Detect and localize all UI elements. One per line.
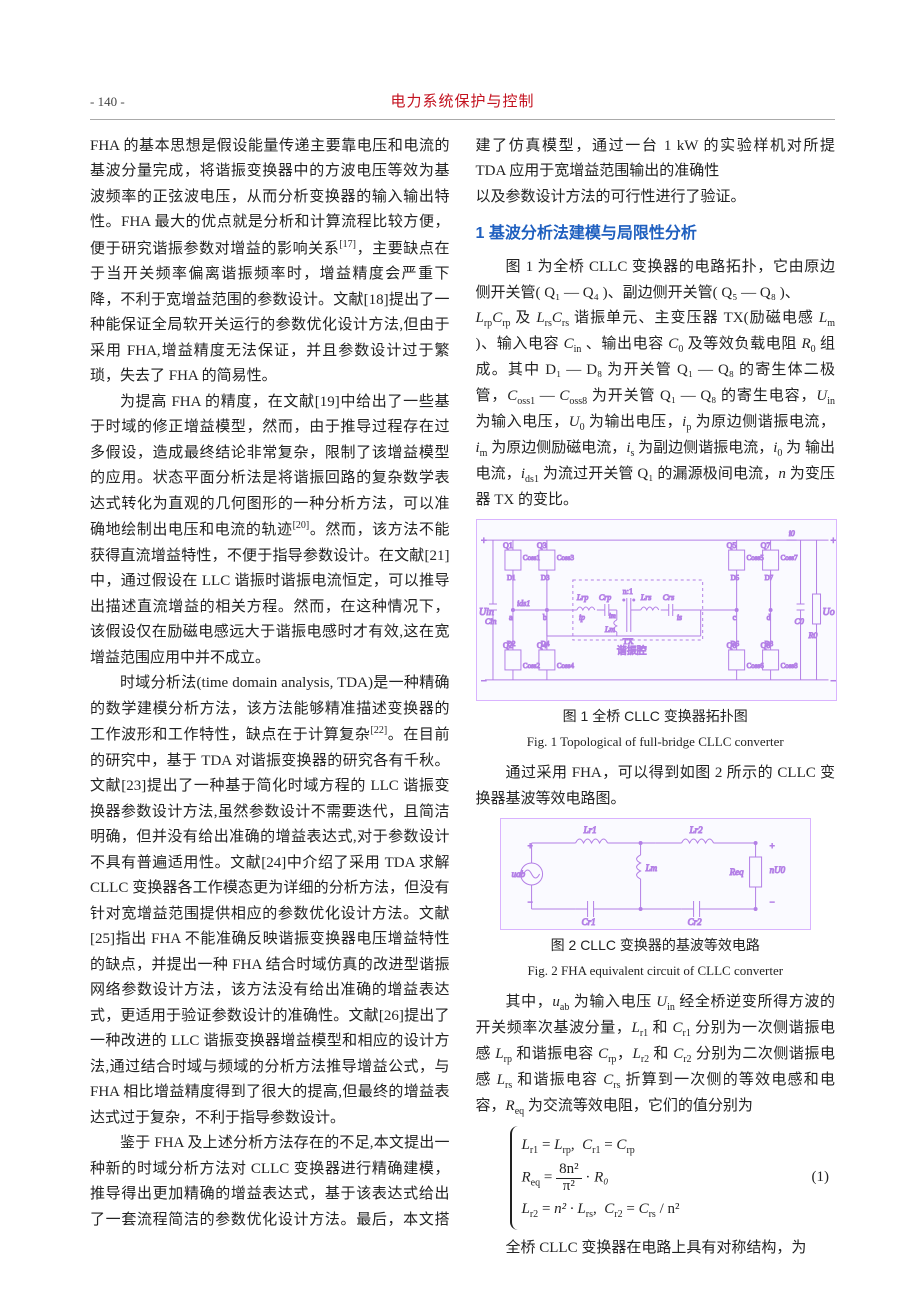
section-heading-1: 1 基波分析法建模与局限性分析 xyxy=(476,220,836,247)
svg-text:+: + xyxy=(830,536,836,547)
equation-1: Lr1 = Lrp, Cr1 = Crp Req = 8n²π² · R₀ Lr… xyxy=(510,1126,836,1231)
svg-text:TX: TX xyxy=(622,637,633,646)
svg-text:Q1: Q1 xyxy=(502,541,512,550)
svg-text:Cin: Cin xyxy=(484,617,496,626)
svg-text:Cr1: Cr1 xyxy=(581,917,595,927)
svg-text:+: + xyxy=(480,536,486,547)
svg-text:D7: D7 xyxy=(764,574,773,582)
figure-2-diagram: uab + − Lr1 Lm Lr2 xyxy=(500,818,811,930)
svg-text:Q7: Q7 xyxy=(760,541,770,550)
paragraph-2: 为提高 FHA 的精度，在文献[19]中给出了一些基于时域的修正增益模型，然而，… xyxy=(90,390,450,672)
svg-text:R0: R0 xyxy=(807,631,817,640)
svg-text:−: − xyxy=(769,897,774,907)
fig2-caption-en: Fig. 2 FHA equivalent circuit of CLLC co… xyxy=(476,960,836,982)
svg-text:D6: D6 xyxy=(730,640,739,648)
svg-text:nU0: nU0 xyxy=(769,865,785,875)
fig2-caption-cn: 图 2 CLLC 变换器的基波等效电路 xyxy=(476,934,836,958)
svg-text:Lm: Lm xyxy=(603,625,614,634)
svg-text:b: b xyxy=(542,613,546,622)
svg-text:Lr1: Lr1 xyxy=(582,825,596,835)
svg-text:d: d xyxy=(766,613,770,622)
svg-text:Coss7: Coss7 xyxy=(780,554,798,562)
svg-text:n:1: n:1 xyxy=(622,587,632,596)
svg-text:−: − xyxy=(830,676,836,687)
svg-text:Lrs: Lrs xyxy=(639,593,651,602)
svg-text:Coss4: Coss4 xyxy=(556,662,574,670)
fig1-caption-en: Fig. 1 Topological of full-bridge CLLC c… xyxy=(476,731,836,753)
journal-title: 电力系统保护与控制 xyxy=(170,90,755,116)
svg-text:i0: i0 xyxy=(788,529,794,538)
svg-text:ip: ip xyxy=(578,613,584,622)
figure-1-diagram: + − + − Uin Q1 Q2 Q3 Q4 xyxy=(476,519,838,701)
paragraph-6: 通过采用 FHA，可以得到如图 2 所示的 CLLC 变换器基波等效电路图。 xyxy=(476,761,836,812)
svg-text:Coss1: Coss1 xyxy=(522,554,540,562)
svg-text:Req: Req xyxy=(728,867,743,877)
svg-text:Lr2: Lr2 xyxy=(688,825,703,835)
figure-1: + − + − Uin Q1 Q2 Q3 Q4 xyxy=(476,519,836,753)
svg-text:D3: D3 xyxy=(540,574,549,582)
svg-text:Coss8: Coss8 xyxy=(780,662,798,670)
svg-text:C0: C0 xyxy=(794,617,803,626)
svg-text:D8: D8 xyxy=(764,640,773,648)
figure-2: uab + − Lr1 Lm Lr2 xyxy=(476,818,836,982)
paragraph-7: 其中，uab 为输入电压 Uin 经全桥逆变所得方波的开关频率次基波分量，Lr1… xyxy=(476,990,836,1120)
svg-text:Coss5: Coss5 xyxy=(746,554,764,562)
svg-text:Lm: Lm xyxy=(644,863,657,873)
svg-text:Cr2: Cr2 xyxy=(687,917,702,927)
svg-text:is: is xyxy=(676,613,681,622)
svg-text:Coss2: Coss2 xyxy=(522,662,540,670)
svg-text:D4: D4 xyxy=(540,640,549,648)
body-columns: FHA 的基本思想是假设能量传递主要靠电压和电流的基波分量完成，将谐振变换器中的… xyxy=(90,134,835,1262)
fig1-caption-cn: 图 1 全桥 CLLC 变换器拓扑图 xyxy=(476,705,836,729)
svg-text:ids1: ids1 xyxy=(516,599,529,608)
svg-text:im: im xyxy=(608,612,615,620)
svg-text:c: c xyxy=(732,613,736,622)
paragraph-3: 时域分析法(time domain analysis, TDA)是一种精确的数学… xyxy=(90,671,450,1131)
svg-text:Uo: Uo xyxy=(822,607,834,618)
svg-text:Coss6: Coss6 xyxy=(746,662,764,670)
paragraph-8: 全桥 CLLC 变换器在电路上具有对称结构，为 xyxy=(476,1236,836,1262)
svg-text:D2: D2 xyxy=(506,640,515,648)
svg-text:+: + xyxy=(769,841,774,851)
svg-text:a: a xyxy=(508,613,512,622)
paragraph-5: 图 1 为全桥 CLLC 变换器的电路拓扑，它由原边侧开关管( Q₁ — Q₄ … xyxy=(476,255,836,513)
svg-text:Crs: Crs xyxy=(662,593,674,602)
svg-text:Q3: Q3 xyxy=(536,541,546,550)
svg-text:Coss3: Coss3 xyxy=(556,554,574,562)
continuation-line: 以及参数设计方法的可行性进行了验证。 xyxy=(476,185,836,211)
svg-text:Crp: Crp xyxy=(598,593,610,602)
svg-text:Lrp: Lrp xyxy=(575,593,588,602)
paragraph-intro: FHA 的基本思想是假设能量传递主要靠电压和电流的基波分量完成，将谐振变换器中的… xyxy=(90,134,450,390)
svg-text:uab: uab xyxy=(511,869,525,879)
equation-number: (1) xyxy=(812,1165,836,1191)
svg-text:−: − xyxy=(480,676,486,687)
svg-text:D1: D1 xyxy=(506,574,515,582)
page-number: - 140 - xyxy=(90,91,170,113)
page-header: - 140 - 电力系统保护与控制 xyxy=(90,90,835,120)
svg-text:D5: D5 xyxy=(730,574,739,582)
svg-text:Q5: Q5 xyxy=(726,541,736,550)
page: - 140 - 电力系统保护与控制 FHA 的基本思想是假设能量传递主要靠电压和… xyxy=(0,0,920,1302)
